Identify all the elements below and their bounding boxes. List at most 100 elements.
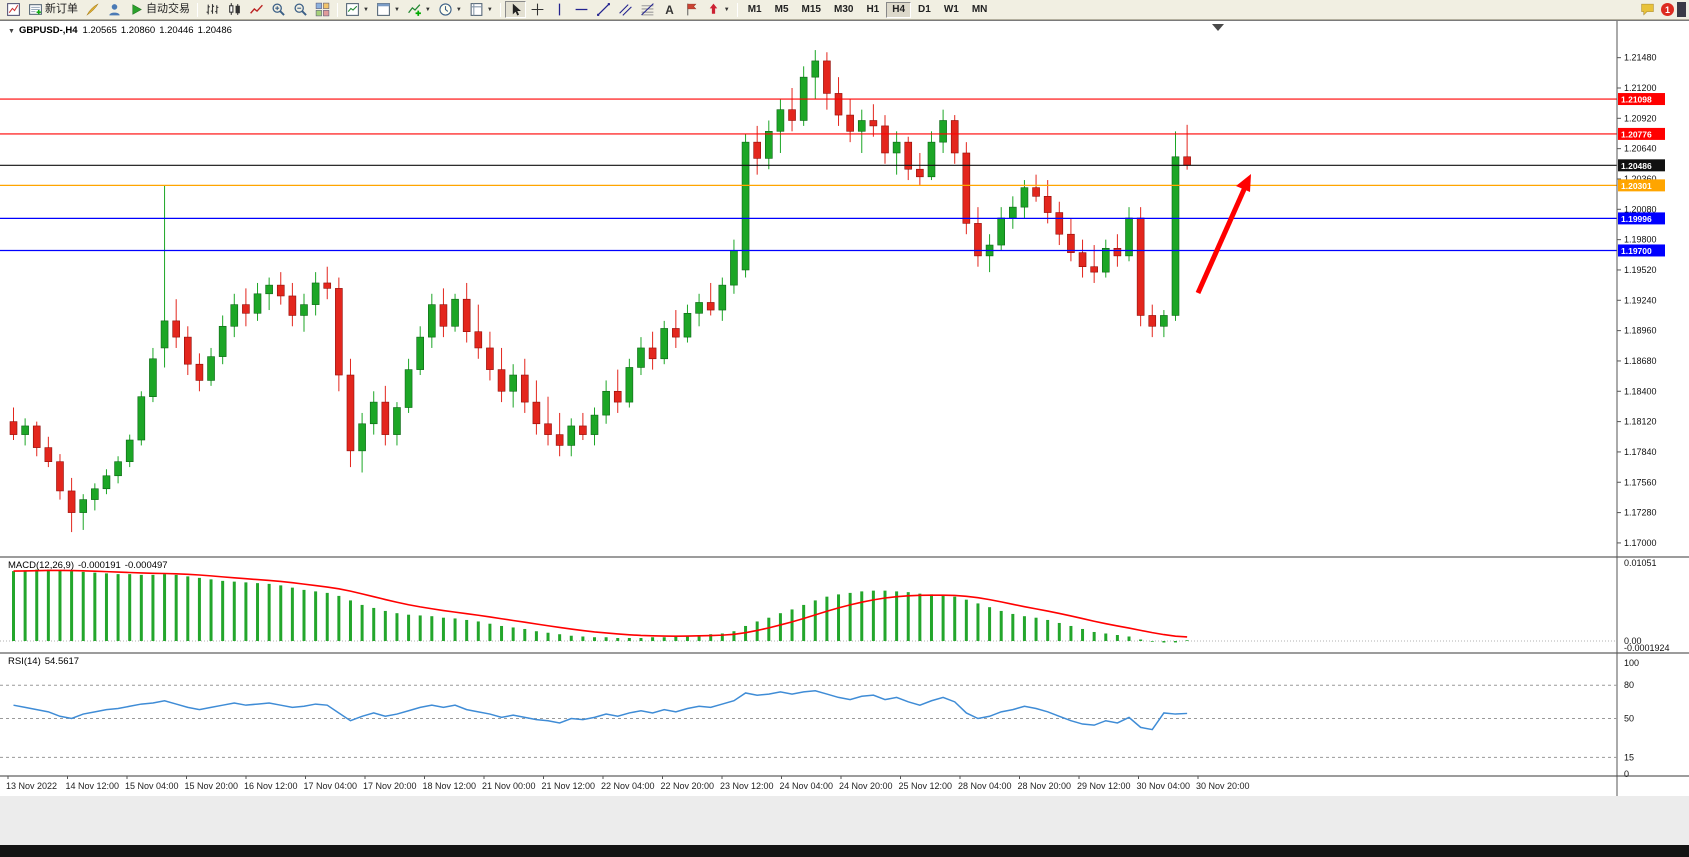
svg-text:24 Nov 04:00: 24 Nov 04:00: [780, 781, 834, 791]
chart-canvas[interactable]: 1.21480 1.21200 1.20920 1.20640 1.20360 1.200…: [0, 21, 1689, 797]
rsi-panel: 100 80 50 15 0: [0, 658, 1639, 779]
macd-main-value: -0.000191: [78, 560, 121, 571]
timeframe-m30-button[interactable]: M30: [833, 4, 854, 15]
profile-icon: [107, 2, 122, 17]
rsi-indicator-label: RSI(14) 54.5617: [8, 656, 83, 667]
fibonacci-icon: [640, 2, 655, 17]
crosshair-tool-button[interactable]: [527, 1, 548, 18]
svg-text:30 Nov 04:00: 30 Nov 04:00: [1137, 781, 1191, 791]
chart-icon: [6, 2, 21, 17]
order-ticket-icon: [28, 2, 43, 17]
timeframe-w1-button[interactable]: W1: [943, 4, 959, 15]
trendline-tool-button[interactable]: [593, 1, 614, 18]
timeframe-h1-button[interactable]: H1: [866, 4, 880, 15]
crosshair-icon: [530, 2, 545, 17]
svg-text:1.20920: 1.20920: [1624, 113, 1657, 123]
timeframe-mn-button[interactable]: MN: [971, 4, 988, 15]
indicators-button[interactable]: ▼: [342, 1, 372, 18]
svg-text:28 Nov 20:00: 28 Nov 20:00: [1018, 781, 1072, 791]
timeframe-h4-button[interactable]: H4: [886, 1, 912, 18]
annotations[interactable]: [1195, 174, 1251, 295]
timeframe-d1-button[interactable]: D1: [918, 4, 931, 15]
zoom-in-button[interactable]: [268, 1, 289, 18]
cursor-tool-button[interactable]: [504, 1, 526, 18]
chart-bars-button[interactable]: [202, 1, 223, 18]
svg-text:1.20360: 1.20360: [1624, 174, 1657, 184]
svg-text:1.19996: 1.19996: [1621, 214, 1652, 224]
arrows-tool-button[interactable]: ▼: [703, 1, 733, 18]
auto-trading-label: 自动交易: [146, 3, 190, 15]
bars-chart-icon: [205, 2, 220, 17]
toolbar-separator: [499, 2, 501, 17]
add-indicator-button[interactable]: ▼: [404, 1, 434, 18]
new-order-button[interactable]: 新订单: [25, 1, 81, 18]
chat-bubble-icon: [1640, 2, 1655, 17]
quill-icon: [85, 2, 100, 17]
text-tool-button[interactable]: A: [659, 1, 680, 18]
zoom-out-button[interactable]: [290, 1, 311, 18]
templates-button[interactable]: ▼: [466, 1, 496, 18]
channel-icon: [618, 2, 633, 17]
low-value: 1.20446: [159, 25, 194, 36]
play-icon: [129, 2, 144, 17]
horizontal-lines[interactable]: [0, 98, 1617, 252]
trend-arrow[interactable]: [1195, 183, 1249, 295]
svg-text:18 Nov 12:00: 18 Nov 12:00: [423, 781, 477, 791]
new-order-label: 新订单: [45, 3, 78, 15]
chevron-down-icon: ▼: [455, 6, 462, 13]
price-tag-1.19700: [1618, 244, 1665, 257]
svg-text:1.17000: 1.17000: [1624, 538, 1657, 548]
panel-dividers: [0, 556, 1689, 777]
periods-button[interactable]: ▼: [435, 1, 465, 18]
fibonacci-tool-button[interactable]: [637, 1, 658, 18]
svg-text:0: 0: [1624, 769, 1629, 779]
auto-trading-button[interactable]: 自动交易: [126, 1, 193, 18]
template-icon: [469, 2, 484, 17]
vertical-line-tool-button[interactable]: [549, 1, 570, 18]
timeframe-m15-button[interactable]: M15: [801, 4, 821, 15]
symbol-period-label: GBPUSD-,H4: [18, 25, 78, 36]
chart-window[interactable]: 1.21480 1.21200 1.20920 1.20640 1.20360 1.200…: [0, 20, 1689, 797]
svg-text:0.01051: 0.01051: [1624, 558, 1657, 568]
zoom-out-icon: [293, 2, 308, 17]
timeframe-m5-button[interactable]: M5: [774, 4, 789, 15]
chevron-down-icon: ▼: [723, 6, 730, 13]
new-chart-button[interactable]: [3, 1, 24, 18]
svg-text:1.19240: 1.19240: [1624, 295, 1657, 305]
mql-community-button[interactable]: [82, 1, 103, 18]
label-flag-icon: [684, 2, 699, 17]
svg-text:50: 50: [1624, 714, 1634, 724]
profile-button[interactable]: [104, 1, 125, 18]
rsi-line: [13, 689, 1188, 731]
line-chart-icon: [249, 2, 264, 17]
svg-text:22 Nov 04:00: 22 Nov 04:00: [601, 781, 655, 791]
svg-text:A: A: [665, 4, 674, 17]
chart-candles-button[interactable]: [224, 1, 245, 18]
chart-windows-button[interactable]: ▼: [373, 1, 403, 18]
svg-text:-0.0001924: -0.0001924: [1624, 643, 1670, 653]
label-tool-button[interactable]: [681, 1, 702, 18]
indicators-icon: [345, 2, 360, 17]
zoom-in-icon: [271, 2, 286, 17]
horizontal-line-icon: [574, 2, 589, 17]
chart-shift-marker[interactable]: [1212, 24, 1224, 31]
clock-icon: [438, 2, 453, 17]
timeframe-m1-button[interactable]: M1: [747, 4, 762, 15]
chart-line-button[interactable]: [246, 1, 267, 18]
notification-badge[interactable]: 1: [1661, 3, 1674, 16]
time-axis[interactable]: 13 Nov 2022 14 Nov 12:00 15 Nov 04:00 15 No…: [6, 776, 1250, 791]
svg-text:80: 80: [1624, 680, 1634, 690]
svg-text:14 Nov 12:00: 14 Nov 12:00: [66, 781, 120, 791]
svg-text:1.17560: 1.17560: [1624, 477, 1657, 487]
collapse-triangle-icon[interactable]: ▼: [8, 28, 15, 35]
svg-text:100: 100: [1624, 658, 1639, 668]
trend-arrow-head[interactable]: [1236, 174, 1251, 192]
price-axis[interactable]: 1.21480 1.21200 1.20920 1.20640 1.20360 1.200…: [1616, 21, 1665, 797]
horizontal-line-tool-button[interactable]: [571, 1, 592, 18]
tile-windows-button[interactable]: [312, 1, 333, 18]
chart-window-icon: [376, 2, 391, 17]
window-corner-icon: [1677, 2, 1686, 17]
chat-button[interactable]: [1637, 1, 1658, 18]
channel-tool-button[interactable]: [615, 1, 636, 18]
chevron-down-icon: ▼: [486, 6, 493, 13]
